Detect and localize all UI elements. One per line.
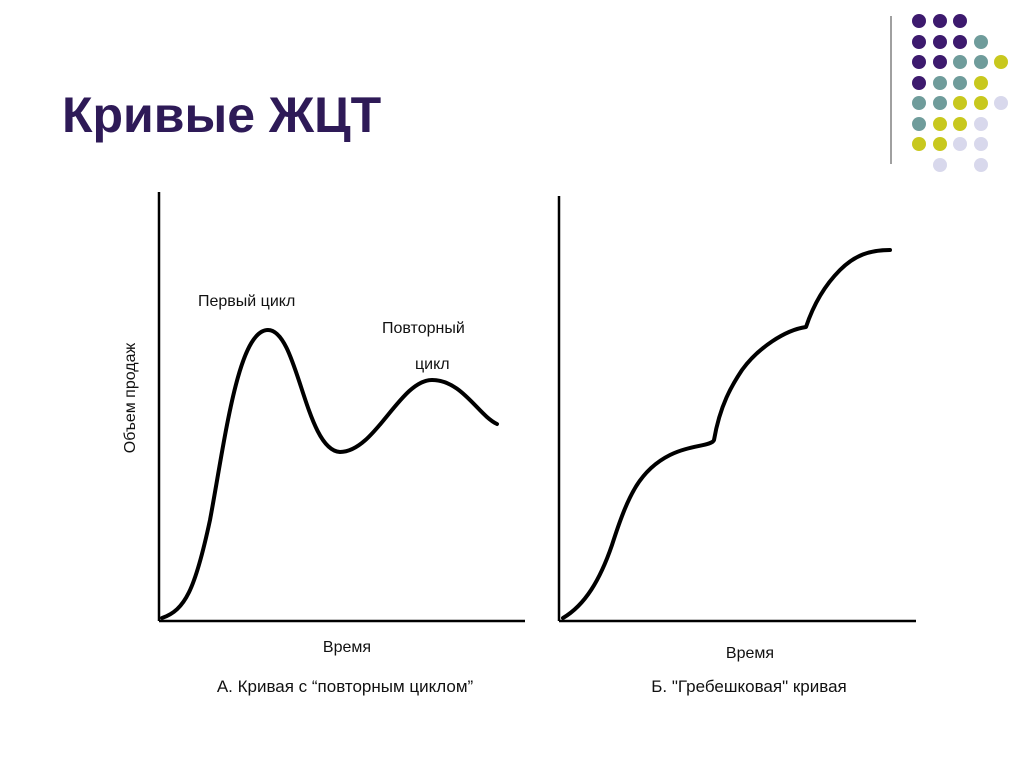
annotation-repeat-cycle-line1: Повторный: [382, 320, 465, 337]
annotation-first-cycle: Первый цикл: [198, 293, 295, 310]
decor-dot: [953, 137, 967, 151]
left-x-axis-label: Время: [323, 639, 371, 656]
right-chart: Время Б. "Гребешковая" кривая: [557, 196, 916, 696]
decor-dot: [912, 137, 926, 151]
decor-dot: [953, 116, 967, 131]
decor-dot: [912, 34, 926, 49]
decor-dot: [973, 137, 988, 151]
decor-dot: [912, 14, 926, 28]
decor-dot: [912, 75, 926, 90]
annotation-repeat-cycle-line2: цикл: [415, 356, 450, 373]
decor-dot: [932, 34, 947, 49]
slide-title: Кривые ЖЦТ: [62, 87, 382, 143]
left-chart-caption: А. Кривая с “повторным циклом”: [217, 677, 474, 696]
right-scalloped-curve: [561, 248, 892, 620]
left-y-axis-label: Объем продаж: [122, 342, 139, 453]
decor-dot: [973, 55, 988, 69]
decor-dot: [932, 96, 947, 110]
decor-dot: [973, 34, 988, 49]
decor-dot: [932, 137, 947, 151]
decor-dot: [953, 75, 967, 90]
decor-dot: [973, 157, 988, 172]
decor-dot: [932, 157, 947, 172]
decor-dot: [912, 55, 926, 69]
right-x-axis-label: Время: [726, 645, 774, 662]
title-divider: [890, 16, 892, 164]
decor-dot: [953, 96, 967, 110]
decor-dot: [994, 96, 1008, 110]
left-chart: Первый цикл Повторный цикл Объем продаж …: [122, 192, 525, 696]
decor-dot: [994, 55, 1008, 69]
decor-dot: [932, 75, 947, 90]
decor-dot: [973, 96, 988, 110]
right-chart-caption: Б. "Гребешковая" кривая: [651, 677, 846, 696]
decor-dot: [912, 96, 926, 110]
decor-dot: [932, 14, 947, 28]
decor-dot: [953, 34, 967, 49]
decor-dot: [973, 116, 988, 131]
decor-dot: [973, 75, 988, 90]
decor-dot: [912, 116, 926, 131]
left-repeat-cycle-curve: [160, 328, 499, 620]
decor-dot: [953, 14, 967, 28]
decor-dot: [932, 55, 947, 69]
decor-dot: [932, 116, 947, 131]
decor-dot: [953, 55, 967, 69]
